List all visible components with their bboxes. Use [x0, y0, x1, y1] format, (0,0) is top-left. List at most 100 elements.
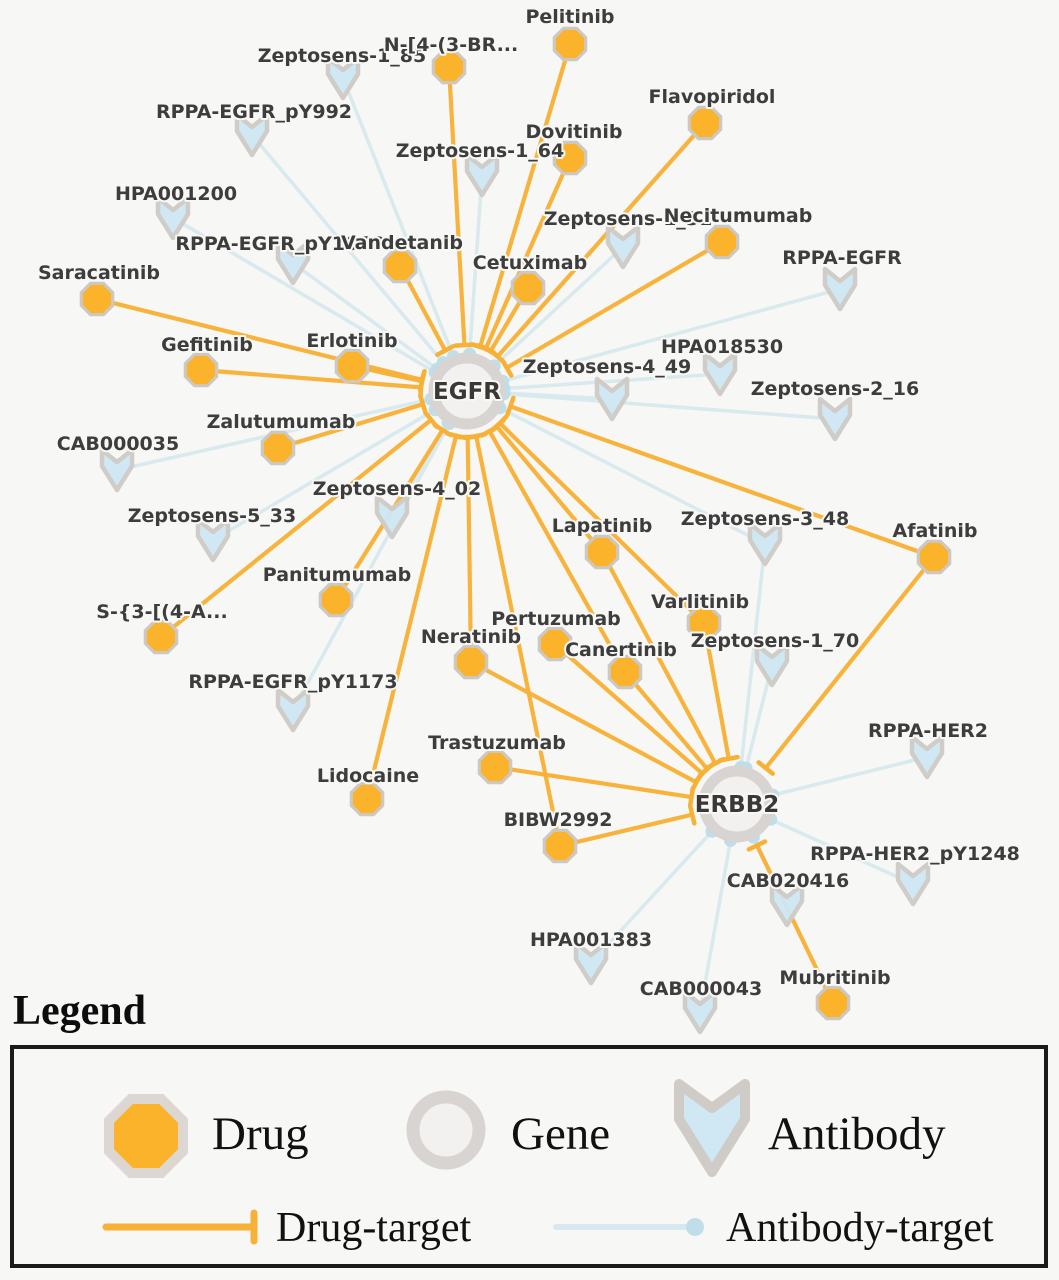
- antibody-node-zeptosens-1-70: [754, 642, 790, 688]
- drug-label-pelitinib: Pelitinib: [525, 6, 614, 28]
- drug-node-zalutumumab: [260, 430, 296, 466]
- gene-icon: [406, 1090, 486, 1170]
- antibody-label-rppa-egfr: RPPA-EGFR: [782, 247, 902, 269]
- antibody-node-rppa-egfr: [822, 266, 858, 312]
- drug-label-dovitinib: Dovitinib: [526, 121, 623, 143]
- antibody-node-zeptosens-1-64: [464, 152, 500, 198]
- drug-target-edge-pertuzumab-erbb2: [553, 642, 704, 776]
- drug-target-tee-bibw2992-erbb2: [687, 803, 697, 826]
- drug-label-erlotinib: Erlotinib: [306, 330, 397, 352]
- antibody-target-edge-egfr-rppa-egfr-py1068: [300, 268, 439, 371]
- drug-label-cetuximab: Cetuximab: [473, 252, 587, 274]
- antibody-node-hpa001200: [155, 195, 191, 241]
- antibody-target-edge-egfr-rppa-egfr-py992: [257, 142, 445, 364]
- legend-gene-label: Gene: [511, 1108, 611, 1160]
- drug-target-line: [102, 1209, 258, 1245]
- antibody-label-rppa-egfr-py1068: RPPA-EGFR_pY1068: [175, 233, 384, 255]
- drug-label-saracatinib: Saracatinib: [38, 262, 160, 284]
- antibody-label-zeptosens-1-70: Zeptosens-1_70: [691, 630, 859, 652]
- drug-node-varlitinib: [686, 605, 722, 641]
- antibody-node-hpa001383: [573, 940, 609, 986]
- drug-target-tee-zalutumumab-egfr: [418, 393, 428, 416]
- drug-node-vandetanib: [382, 248, 418, 284]
- antibody-label-zeptosens-2-16: Zeptosens-2_16: [751, 378, 919, 400]
- drug-node-necitumumab: [704, 224, 740, 260]
- drug-target-edge-lapatinib-erbb2: [600, 551, 718, 765]
- antibody-label-cab000035: CAB000035: [57, 433, 179, 455]
- drug-target-tee-n-4-3-br-egfr: [453, 342, 476, 348]
- antibody-target-edge-egfr-zeptosens-1-64: [467, 185, 484, 355]
- drug-target-edge-canertinib-egfr: [487, 430, 627, 674]
- drug-label-afatinib: Afatinib: [892, 520, 977, 542]
- drug-target-tee-varlitinib-erbb2: [717, 754, 740, 763]
- antibody-node-rppa-egfr-py992: [234, 112, 270, 158]
- antibody-label-rppa-her2: RPPA-HER2: [868, 720, 988, 742]
- antibody-target-edge-egfr-rppa-egfr: [502, 290, 830, 383]
- drug-label-lidocaine: Lidocaine: [317, 765, 419, 787]
- drug-target-edge-lapatinib-egfr: [494, 424, 604, 554]
- drug-node-gefitinib: [183, 352, 219, 388]
- antibody-target-edge-egfr-hpa018530: [503, 372, 710, 391]
- drug-target-edge-varlitinib-egfr: [498, 421, 706, 625]
- drug-target-edge-afatinib-egfr: [509, 404, 935, 559]
- drug-target-tee-mubritinib-erbb2: [746, 839, 768, 852]
- drug-node-flavopiridol: [687, 105, 723, 141]
- drug-node-lidocaine: [349, 781, 385, 817]
- antibody-node-hpa018530: [702, 351, 738, 397]
- antibody-label-zeptosens-1-64: Zeptosens-1_64: [396, 140, 564, 162]
- antibody-node-zeptosens-1-31: [605, 224, 641, 270]
- drug-target-edge-zalutumumab-egfr: [277, 402, 424, 451]
- drug-target-tee-canertinib-erbb2: [698, 760, 717, 777]
- drug-target-edge-mubritinib-erbb2: [755, 844, 835, 1004]
- antibody-node-cab000035: [99, 447, 135, 493]
- drug-label-neratinib: Neratinib: [421, 626, 521, 648]
- drug-target-edge-n-4-3-br-egfr: [446, 66, 467, 346]
- antibody-label-zeptosens-5-33: Zeptosens-5_33: [128, 505, 296, 527]
- antibody-label-zeptosens-1-85: Zeptosens-1_85: [258, 45, 426, 67]
- drug-target-tee-afatinib-egfr: [505, 395, 516, 418]
- drug-label-varlitinib: Varlitinib: [651, 591, 749, 613]
- drug-label-panitumumab: Panitumumab: [263, 564, 411, 586]
- antibody-target-edge-erbb2-cab000043: [700, 840, 733, 1002]
- legend-antibody-label: Antibody: [768, 1108, 946, 1160]
- legend-drug-label: Drug: [212, 1108, 309, 1160]
- antibody-target-edge-egfr-zeptosens-2-16: [503, 392, 825, 420]
- antibody-target-edge-egfr-zeptosens-1-31: [492, 253, 617, 368]
- legend-antibody-target-label: Antibody-target: [726, 1205, 994, 1251]
- antibody-label-hpa001200: HPA001200: [115, 183, 237, 205]
- drug-label-s-3-4-a: S-{3-[(4-A...: [96, 601, 227, 623]
- antibody-node-rppa-her2-py1248: [895, 861, 931, 907]
- antibody-node-zeptosens-4-02: [374, 494, 410, 540]
- drug-target-tee-erlotinib-egfr: [417, 370, 427, 393]
- antibody-target-edge-egfr-zeptosens-1-85: [345, 87, 456, 358]
- gene-node-erbb2: [698, 765, 776, 843]
- gene-label-egfr: EGFR: [433, 379, 501, 405]
- drug-node-neratinib: [453, 644, 489, 680]
- drug-target-tee-bibw2992-egfr: [465, 432, 488, 441]
- antibody-node-zeptosens-4-49: [594, 376, 630, 422]
- antibody-target-edge-erbb2-rppa-her2-py1248: [769, 817, 904, 882]
- drug-target-edge-gefitinib-egfr: [200, 367, 422, 390]
- drug-label-bibw2992: BIBW2992: [504, 809, 613, 831]
- antibody-target-edge-egfr-zeptosens-5-33: [221, 408, 436, 536]
- antibody-target-edge-erbb2-zeptosens-3-48: [739, 554, 766, 768]
- antibody-label-cab020416: CAB020416: [727, 870, 849, 892]
- drug-target-edge-necitumumab-egfr: [505, 240, 724, 370]
- drug-node-canertinib: [607, 654, 643, 690]
- drug-label-zalutumumab: Zalutumumab: [207, 411, 356, 433]
- antibody-label-rppa-egfr-py1173: RPPA-EGFR_pY1173: [188, 671, 397, 693]
- drug-target-edge-bibw2992-erbb2: [559, 812, 693, 849]
- antibody-label-zeptosens-1-31: Zeptosens-1_31: [544, 208, 712, 230]
- antibody-node-cab000043: [682, 989, 718, 1035]
- drug-node-bibw2992: [542, 828, 578, 864]
- antibody-label-zeptosens-4-49: Zeptosens-4_49: [523, 356, 691, 378]
- antibody-label-zeptosens-4-02: Zeptosens-4_02: [313, 478, 481, 500]
- legend-title: Legend: [13, 988, 147, 1034]
- drug-target-edge-lidocaine-egfr: [364, 435, 459, 800]
- antibody-node-rppa-egfr-py1173: [275, 687, 311, 733]
- drug-node-trastuzumab: [477, 749, 513, 785]
- drug-target-edge-varlitinib-erbb2: [701, 622, 731, 760]
- drug-node-dovitinib: [552, 140, 588, 176]
- drug-label-flavopiridol: Flavopiridol: [649, 86, 776, 108]
